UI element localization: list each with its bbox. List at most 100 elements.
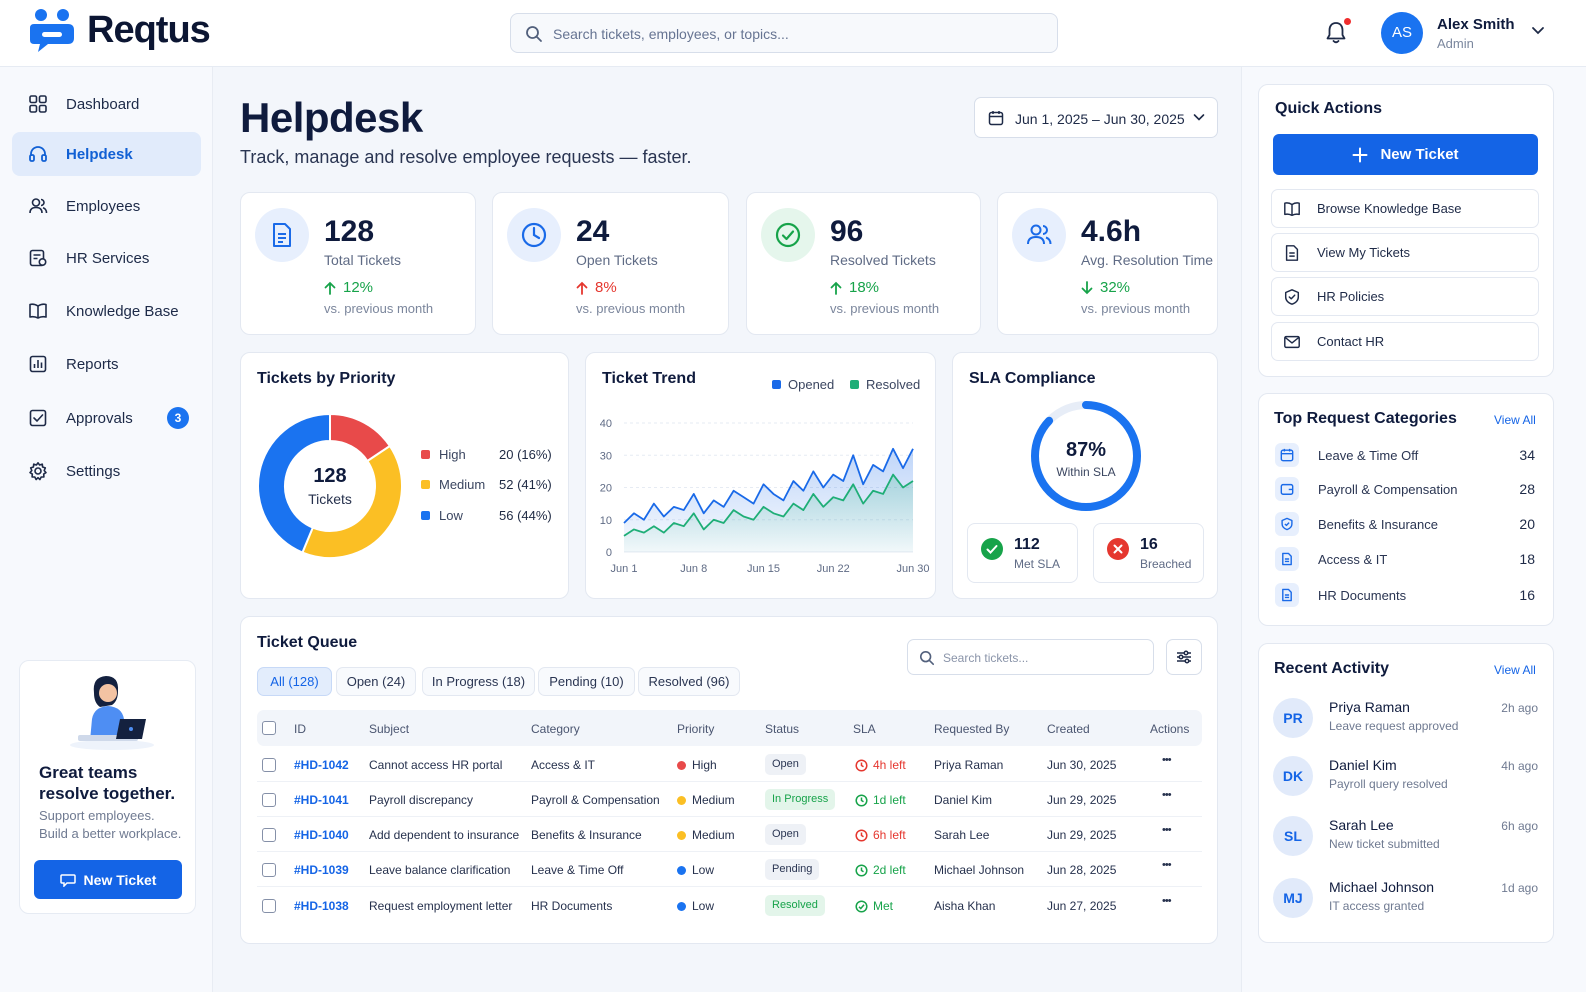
- tab-in-progress[interactable]: In Progress (18): [422, 667, 535, 696]
- quick-action-knowledge-base[interactable]: Browse Knowledge Base: [1271, 189, 1539, 228]
- category-item[interactable]: Payroll & Compensation 28: [1275, 477, 1535, 501]
- calendar-icon: [1275, 443, 1299, 467]
- app-logo-icon[interactable]: [28, 8, 78, 54]
- queue-title: Ticket Queue: [257, 634, 358, 651]
- chevron-down-icon[interactable]: [1531, 26, 1545, 36]
- legend-item-resolved: Resolved: [850, 377, 920, 392]
- category-item[interactable]: Benefits & Insurance 20: [1275, 512, 1535, 536]
- sla-breached-box: 16 Breached: [1093, 523, 1204, 583]
- tab-all[interactable]: All (128): [257, 667, 332, 696]
- ticket-priority: High: [677, 758, 717, 772]
- stat-comparison: vs. previous month: [830, 301, 940, 316]
- promo-card: Great teams resolve together. Support em…: [19, 660, 196, 914]
- sidebar-item-knowledge-base[interactable]: Knowledge Base: [12, 289, 201, 333]
- column-header-status[interactable]: Status: [765, 722, 800, 736]
- ticket-id-link[interactable]: #HD-1042: [294, 758, 349, 772]
- filter-button[interactable]: [1166, 639, 1202, 675]
- tab-pending[interactable]: Pending (10): [538, 667, 635, 696]
- stat-card-resolved-tickets[interactable]: 96 Resolved Tickets 18% vs. previous mon…: [746, 192, 981, 335]
- activity-time: 2h ago: [1501, 701, 1538, 715]
- column-header-subject[interactable]: Subject: [369, 722, 410, 736]
- book-icon: [1284, 201, 1300, 216]
- row-checkbox[interactable]: [262, 793, 276, 807]
- column-header-created[interactable]: Created: [1047, 722, 1090, 736]
- tab-resolved[interactable]: Resolved (96): [638, 667, 740, 696]
- user-name[interactable]: Alex Smith: [1437, 16, 1515, 33]
- mail-icon: [1284, 335, 1300, 348]
- sidebar-item-approvals[interactable]: Approvals 3: [12, 396, 201, 440]
- column-header-priority[interactable]: Priority: [677, 722, 715, 736]
- sidebar-item-helpdesk[interactable]: Helpdesk: [12, 132, 201, 176]
- stat-card-total-tickets[interactable]: 128 Total Tickets 12% vs. previous month: [240, 192, 476, 335]
- ticket-id-link[interactable]: #HD-1039: [294, 863, 349, 877]
- row-checkbox[interactable]: [262, 828, 276, 842]
- categories-view-all-link[interactable]: View All: [1494, 413, 1536, 427]
- queue-search-input[interactable]: Search tickets...: [907, 639, 1154, 675]
- column-header-sla[interactable]: SLA: [853, 722, 876, 736]
- activity-item[interactable]: DK Daniel Kim Payroll query resolved 4h …: [1273, 756, 1538, 800]
- legend-value-high: 20 (16%): [499, 447, 552, 462]
- notification-bell-icon[interactable]: [1323, 20, 1349, 46]
- sidebar-item-settings[interactable]: Settings: [12, 449, 201, 493]
- donut-center-label: Tickets: [308, 491, 352, 507]
- priority-donut-chart: [257, 413, 403, 559]
- table-row[interactable]: #HD-1042 Cannot access HR portal Access …: [257, 747, 1202, 782]
- promo-new-ticket-button[interactable]: New Ticket: [34, 860, 182, 899]
- category-item[interactable]: HR Documents 16: [1275, 583, 1535, 607]
- activity-view-all-link[interactable]: View All: [1494, 663, 1536, 677]
- table-row[interactable]: #HD-1040 Add dependent to insurance Bene…: [257, 817, 1202, 852]
- table-row[interactable]: #HD-1038 Request employment letter HR Do…: [257, 888, 1202, 923]
- date-range-picker[interactable]: Jun 1, 2025 – Jun 30, 2025: [974, 97, 1218, 138]
- row-checkbox[interactable]: [262, 758, 276, 772]
- stat-card-resolution-time[interactable]: 4.6h Avg. Resolution Time 32% vs. previo…: [997, 192, 1218, 335]
- sidebar-item-dashboard[interactable]: Dashboard: [12, 82, 201, 126]
- activity-name: Sarah Lee: [1329, 817, 1394, 833]
- users-icon: [1012, 208, 1066, 262]
- activity-item[interactable]: SL Sarah Lee New ticket submitted 6h ago: [1273, 816, 1538, 860]
- tab-open[interactable]: Open (24): [336, 667, 416, 696]
- column-header-requested-by[interactable]: Requested By: [934, 722, 1010, 736]
- user-avatar[interactable]: AS: [1381, 12, 1423, 54]
- more-actions-icon[interactable]: •••: [1162, 824, 1172, 836]
- global-search-input[interactable]: Search tickets, employees, or topics...: [510, 13, 1058, 53]
- categories-card: [1258, 393, 1554, 626]
- stat-card-open-tickets[interactable]: 24 Open Tickets 8% vs. previous month: [492, 192, 729, 335]
- row-checkbox[interactable]: [262, 899, 276, 913]
- wallet-icon: [1275, 477, 1299, 501]
- ticket-id-link[interactable]: #HD-1041: [294, 793, 349, 807]
- more-actions-icon[interactable]: •••: [1162, 754, 1172, 766]
- category-item[interactable]: Leave & Time Off 34: [1275, 443, 1535, 467]
- column-header-category[interactable]: Category: [531, 722, 580, 736]
- select-all-checkbox[interactable]: [262, 721, 276, 735]
- ticket-id-link[interactable]: #HD-1038: [294, 899, 349, 913]
- column-header-id[interactable]: ID: [294, 722, 306, 736]
- sidebar-item-reports[interactable]: Reports: [12, 342, 201, 386]
- new-ticket-button[interactable]: New Ticket: [1273, 134, 1538, 175]
- arrow-up-icon: [830, 281, 842, 295]
- more-actions-icon[interactable]: •••: [1162, 895, 1172, 907]
- sidebar-item-hr-services[interactable]: HR Services: [12, 236, 201, 280]
- sla-percent-label: Within SLA: [1056, 465, 1116, 479]
- table-row[interactable]: #HD-1039 Leave balance clarification Lea…: [257, 852, 1202, 887]
- activity-name: Daniel Kim: [1329, 757, 1397, 773]
- activity-item[interactable]: PR Priya Raman Leave request approved 2h…: [1273, 698, 1538, 742]
- legend-item-low: Low: [421, 508, 463, 523]
- activity-item[interactable]: MJ Michael Johnson IT access granted 1d …: [1273, 878, 1538, 922]
- row-checkbox[interactable]: [262, 863, 276, 877]
- sla-breached-label: Breached: [1140, 557, 1192, 571]
- category-item[interactable]: Access & IT 18: [1275, 547, 1535, 571]
- quick-action-my-tickets[interactable]: View My Tickets: [1271, 233, 1539, 272]
- stat-value: 128: [324, 215, 375, 248]
- ticket-id-link[interactable]: #HD-1040: [294, 828, 349, 842]
- table-row[interactable]: #HD-1041 Payroll discrepancy Payroll & C…: [257, 782, 1202, 817]
- quick-action-contact-hr[interactable]: Contact HR: [1271, 322, 1539, 361]
- priority-card: Tickets by Priority 128 Tickets High 20 …: [240, 352, 569, 599]
- page-subtitle: Track, manage and resolve employee reque…: [240, 147, 692, 167]
- sidebar-item-label: Employees: [66, 197, 141, 215]
- quick-action-hr-policies[interactable]: HR Policies: [1271, 277, 1539, 316]
- ticket-subject: Payroll discrepancy: [369, 793, 474, 807]
- arrow-down-icon: [1081, 280, 1093, 294]
- more-actions-icon[interactable]: •••: [1162, 789, 1172, 801]
- sidebar-item-employees[interactable]: Employees: [12, 184, 201, 228]
- more-actions-icon[interactable]: •••: [1162, 859, 1172, 871]
